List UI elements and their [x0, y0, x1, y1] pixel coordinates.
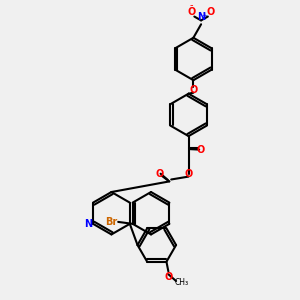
Text: O: O — [155, 169, 164, 179]
Text: -: - — [190, 0, 193, 10]
Text: O: O — [184, 169, 193, 179]
Text: O: O — [207, 7, 215, 16]
Text: Br: Br — [105, 217, 118, 227]
Text: O: O — [164, 272, 172, 282]
Text: +: + — [201, 14, 207, 20]
Text: CH₃: CH₃ — [175, 278, 189, 287]
Text: N: N — [197, 12, 205, 22]
Text: O: O — [187, 7, 196, 16]
Text: O: O — [189, 85, 197, 95]
Text: O: O — [196, 145, 204, 154]
Text: N: N — [84, 219, 92, 229]
